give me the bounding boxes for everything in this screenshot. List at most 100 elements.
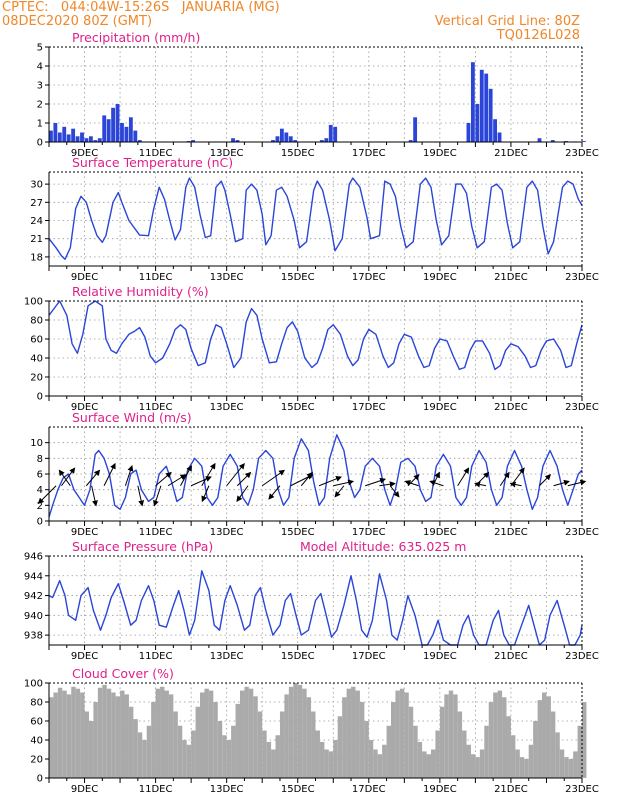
precip-bar (497, 132, 502, 142)
rh-ytick-label: 80 (30, 316, 43, 327)
cloud-bar (53, 692, 58, 778)
precip-bar (66, 134, 71, 142)
precip-ytick-label: 3 (37, 81, 43, 92)
cloud-bar (222, 735, 227, 778)
precip-bar (80, 132, 84, 142)
cloud-bar (311, 711, 316, 778)
precip-bar (413, 117, 418, 142)
cloud-bar (346, 688, 352, 778)
wind-arrow (85, 469, 101, 487)
cloud-bar (408, 706, 414, 778)
rh-xtick-label: 9DEC (71, 402, 98, 413)
precip-bar (231, 138, 235, 142)
wind-arrow (365, 477, 386, 487)
cloud-bar (342, 697, 347, 778)
cloud-bar (355, 690, 360, 778)
wind-arrow (474, 481, 487, 488)
precip-bar (235, 140, 240, 142)
cloud-bar (204, 688, 209, 778)
cloud-bar (479, 749, 485, 778)
cloud-xtick-label: 9DEC (71, 784, 98, 795)
wind-arrow (499, 471, 510, 487)
cloud-bar (231, 725, 236, 778)
cloud-bar (71, 686, 76, 778)
cloud-bar (373, 749, 378, 778)
temp-xtick-label: 15DEC (281, 272, 315, 283)
precip-bar (293, 140, 298, 142)
cloud-bar (111, 692, 116, 778)
cloud-bar (399, 688, 405, 778)
cloud-bar (333, 740, 338, 778)
cloud-bar (155, 688, 161, 778)
precip-bar (57, 132, 62, 142)
pres-xtick-label: 17DEC (352, 651, 386, 662)
cloud-bar (435, 730, 440, 778)
rh-ytick-label: 60 (30, 335, 43, 346)
cloud-bar (324, 749, 329, 778)
precip-bar (537, 138, 542, 142)
pres-subtitle: Model Altitude: 635.025 m (300, 539, 466, 554)
cloud-bar (537, 700, 543, 778)
precip-bar (97, 138, 102, 142)
cloud-bar (528, 744, 534, 778)
cloud-bar (75, 688, 81, 778)
cloud-bar (386, 725, 392, 778)
temp-xtick-label: 9DEC (71, 272, 98, 283)
cloud-bar (217, 721, 223, 778)
wind-arrow (318, 476, 342, 487)
precip-bar (62, 126, 67, 142)
precip-bar (284, 132, 289, 142)
temp-ytick-label: 18 (30, 252, 43, 263)
wind-arrow (236, 471, 252, 487)
wind-title: Surface Wind (m/s) (72, 410, 192, 425)
cloud-bar (306, 697, 312, 778)
pres-ytick-label: 946 (24, 552, 43, 563)
rh-xtick-label: 23DEC (565, 402, 599, 413)
wind-arrow (226, 462, 245, 487)
cloud-xtick-label: 11DEC (139, 784, 173, 795)
pres-title: Surface Pressure (hPa) (72, 539, 213, 554)
cloud-bar (200, 692, 205, 778)
cloud-bar (328, 751, 334, 778)
precip-bar (84, 138, 89, 142)
cloud-bar (239, 690, 245, 778)
precip-xtick-label: 23DEC (565, 148, 599, 159)
cloud-xtick-label: 19DEC (423, 784, 457, 795)
cloud-bar (142, 740, 147, 778)
precip-bar (324, 138, 329, 142)
cloud-xtick-label: 13DEC (210, 784, 244, 795)
wind-series-line (48, 434, 583, 518)
rh-xtick-label: 15DEC (281, 402, 315, 413)
cloud-bar (288, 686, 294, 778)
wind-arrow (137, 485, 145, 507)
temp-ytick-label: 27 (30, 198, 43, 209)
cloud-bar (226, 740, 232, 778)
rh-ytick-label: 0 (37, 392, 43, 403)
pres-xtick-label: 9DEC (71, 651, 98, 662)
cloud-bar (533, 721, 538, 778)
cloud-xtick-label: 21DEC (494, 784, 528, 795)
wind-arrow (333, 479, 355, 487)
wind-arrow (190, 476, 212, 487)
temp-xtick-label: 13DEC (210, 272, 244, 283)
precip-bar (88, 136, 93, 142)
precip-bar (271, 140, 275, 142)
cloud-bar (151, 702, 156, 778)
cloud-bar (430, 749, 436, 778)
cloud-bar (302, 688, 307, 778)
cloud-bar (368, 740, 374, 778)
precip-xtick-label: 9DEC (71, 148, 98, 159)
precip-ytick-label: 4 (37, 62, 43, 73)
pres-series-line (48, 570, 583, 646)
cloud-bar (262, 730, 267, 778)
cloud-bar (88, 721, 94, 778)
pres-xtick-label: 11DEC (139, 651, 173, 662)
cloud-bar (106, 688, 112, 778)
cloud-bar (568, 759, 574, 778)
wind-arrow (429, 480, 444, 487)
run-date: 08DEC2020 80Z (GMT) (2, 14, 153, 29)
rh-panel: Relative Humidity (%) 0 20 40 60 80 100 9DEC 11D… (24, 284, 599, 413)
pres-xtick-label: 15DEC (281, 651, 315, 662)
wind-xtick-label: 19DEC (423, 527, 457, 538)
